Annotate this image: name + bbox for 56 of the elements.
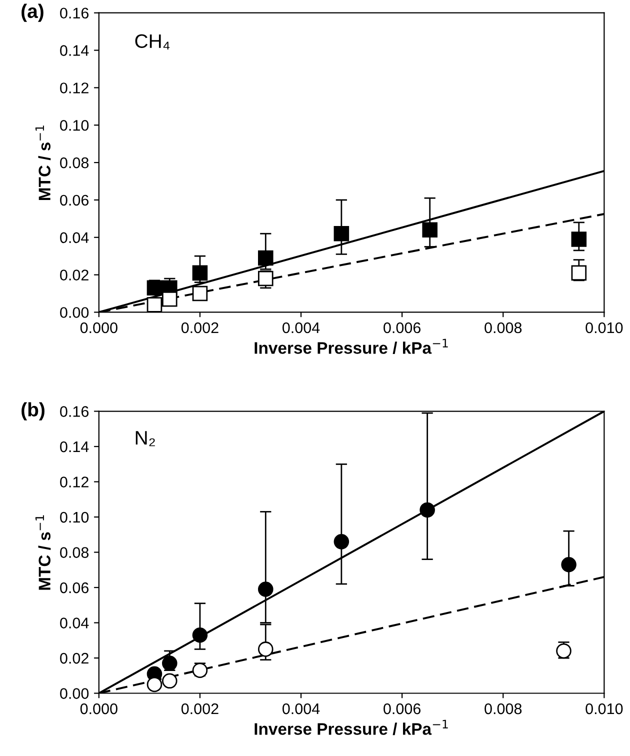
x-tick-label: 0.000	[80, 703, 118, 714]
x-tick-label: 0.004	[282, 703, 320, 714]
y-axis-title: MTC / s$^{−1}$	[35, 515, 51, 590]
y-tick-label: 0.02	[60, 652, 88, 664]
x-axis-title: Inverse Pressure / kPa$^{−1}$	[254, 720, 448, 736]
annotation: CH₄	[135, 34, 170, 50]
y-tick-label: 0.08	[60, 547, 89, 558]
chart-title: (a)	[22, 4, 44, 22]
y-tick-label: 0.06	[60, 582, 89, 594]
point	[162, 291, 178, 307]
y-tick-label: 0.00	[60, 688, 89, 699]
y-tick-label: 0.10	[60, 512, 89, 523]
point	[422, 222, 438, 238]
annotation: N₂	[136, 431, 155, 446]
y-tick-label: 0.12	[60, 82, 88, 94]
y-tick-label: 0.16	[60, 406, 89, 417]
point	[571, 232, 587, 247]
point	[571, 265, 587, 281]
y-tick-label: 0.14	[60, 441, 89, 452]
point	[561, 556, 576, 572]
chart-title: (b)	[22, 402, 44, 420]
y-tick-label: 0.16	[60, 8, 89, 19]
point	[162, 673, 178, 689]
point	[258, 582, 274, 597]
x-tick-label: 0.004	[282, 322, 320, 334]
y-tick-label: 0.02	[60, 270, 88, 280]
y-tick-label: 0.12	[60, 476, 88, 488]
point	[192, 265, 208, 281]
point	[258, 250, 274, 266]
point	[146, 280, 162, 296]
point	[192, 627, 208, 643]
y-tick-label: 0.04	[60, 618, 89, 628]
x-tick-label: 0.010	[586, 703, 623, 714]
y-tick-label: 0.00	[60, 307, 89, 318]
y-axis-title: MTC / s$^{−1}$	[35, 126, 51, 200]
x-tick-label: 0.010	[586, 322, 623, 334]
point	[192, 286, 208, 302]
x-tick-label: 0.002	[181, 703, 218, 714]
x-tick-label: 0.006	[384, 322, 421, 334]
point	[146, 297, 162, 312]
point	[420, 502, 435, 518]
y-tick-label: 0.14	[60, 45, 89, 56]
y-tick-label: 0.06	[60, 194, 89, 206]
y-tick-label: 0.04	[60, 232, 89, 244]
point	[162, 656, 178, 671]
x-tick-label: 0.008	[484, 703, 522, 714]
x-tick-label: 0.000	[80, 322, 118, 334]
point	[258, 642, 274, 657]
y-tick-label: 0.10	[60, 120, 89, 131]
y-tick-label: 0.08	[60, 157, 89, 168]
point	[334, 534, 350, 550]
point	[334, 226, 350, 242]
x-axis-title: Inverse Pressure / kPa$^{−1}$	[254, 338, 448, 354]
x-tick-label: 0.008	[484, 322, 522, 334]
x-tick-label: 0.002	[181, 322, 218, 334]
x-tick-label: 0.006	[384, 703, 421, 714]
